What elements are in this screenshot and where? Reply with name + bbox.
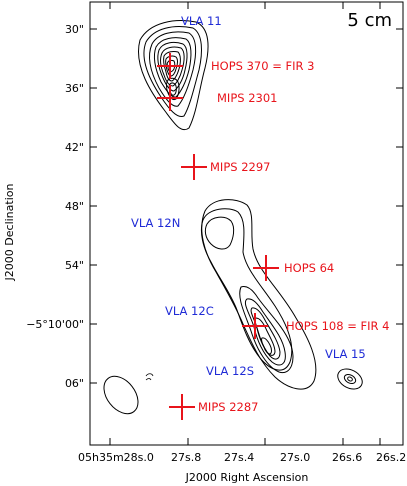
y-tick-label: 36" bbox=[65, 82, 84, 95]
y-tick-label: 06" bbox=[65, 377, 84, 390]
vla-label-15: VLA 15 bbox=[325, 347, 366, 361]
cross-marker bbox=[181, 154, 207, 180]
plot-frame bbox=[89, 1, 404, 446]
contours-vla15 bbox=[337, 368, 363, 390]
vla-label-12n: VLA 12N bbox=[131, 216, 180, 230]
contours-vla11 bbox=[138, 20, 209, 131]
y-tick-label: 54" bbox=[65, 259, 84, 272]
source-label-mips2297: MIPS 2297 bbox=[210, 160, 270, 174]
y-tick-label: 48" bbox=[65, 200, 84, 213]
y-axis-title: J2000 Declination bbox=[3, 184, 16, 282]
cross-marker bbox=[157, 53, 183, 79]
source-markers bbox=[157, 53, 279, 420]
vla-label-12c: VLA 12C bbox=[165, 304, 214, 318]
source-label-mips2287: MIPS 2287 bbox=[198, 400, 258, 414]
y-tick-label: 42" bbox=[65, 141, 84, 154]
x-tick-label: 26s.6 bbox=[332, 451, 362, 464]
y-axis bbox=[90, 28, 403, 384]
x-axis-title: J2000 Right Ascension bbox=[185, 471, 309, 484]
vla-label-11: VLA 11 bbox=[181, 14, 222, 28]
source-label-hops370: HOPS 370 = FIR 3 bbox=[211, 59, 314, 73]
x-tick-label: 05h35m28s.0 bbox=[78, 451, 154, 464]
cross-marker bbox=[169, 394, 195, 420]
band-label: 5 cm bbox=[347, 10, 392, 31]
cross-marker bbox=[242, 313, 268, 339]
source-label-hops64: HOPS 64 bbox=[284, 261, 334, 275]
x-tick-label: 27s.0 bbox=[280, 451, 310, 464]
y-tick-label: −5°10'00" bbox=[26, 318, 84, 331]
vla-label-12s: VLA 12S bbox=[206, 364, 254, 378]
cross-marker bbox=[157, 85, 183, 111]
source-label-mips2301: MIPS 2301 bbox=[217, 91, 277, 105]
x-tick-label: 27s.8 bbox=[171, 451, 201, 464]
contours-vla12 bbox=[200, 199, 317, 390]
source-label-hops108: HOPS 108 = FIR 4 bbox=[286, 319, 389, 333]
x-tick-label: 26s.2 bbox=[376, 451, 406, 464]
cross-marker bbox=[253, 255, 279, 281]
synthesized-beam bbox=[103, 375, 139, 415]
y-tick-label: 30" bbox=[65, 23, 84, 36]
noise-contour bbox=[145, 373, 154, 381]
x-axis bbox=[109, 2, 381, 445]
x-tick-label: 27s.4 bbox=[224, 451, 254, 464]
